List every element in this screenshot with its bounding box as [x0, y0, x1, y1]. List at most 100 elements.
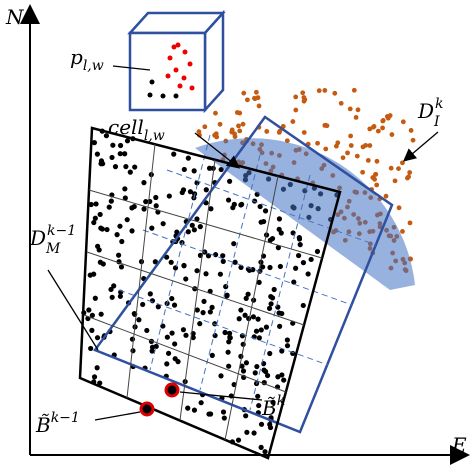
- dot: [172, 265, 179, 271]
- dot: [279, 372, 285, 378]
- dot: [197, 224, 203, 230]
- dot: [258, 444, 264, 450]
- dot: [209, 304, 215, 310]
- dot: [108, 198, 114, 204]
- dot: [348, 143, 354, 148]
- dot: [385, 115, 391, 121]
- dot: [238, 307, 244, 313]
- dot: [279, 348, 285, 354]
- dot: [149, 225, 155, 231]
- dot: [213, 252, 219, 258]
- dot: [389, 132, 395, 137]
- dot: [112, 164, 119, 170]
- dot: [338, 100, 344, 106]
- dot: [89, 327, 95, 333]
- dot: [160, 221, 166, 227]
- dot: [122, 186, 128, 192]
- dot: [200, 310, 206, 316]
- pose-previous: [139, 401, 155, 417]
- dot: [367, 143, 373, 148]
- scan-region: [195, 138, 415, 290]
- dot: [284, 337, 290, 343]
- dot: [183, 276, 189, 282]
- dot: [262, 449, 268, 455]
- dot: [149, 348, 155, 354]
- black-grid: [83, 143, 323, 441]
- dot: [165, 73, 171, 79]
- dot: [217, 121, 223, 127]
- dot: [173, 93, 179, 99]
- dot: [222, 329, 228, 336]
- dot: [225, 197, 232, 203]
- dot: [256, 335, 262, 341]
- dot: [131, 311, 137, 317]
- dot: [277, 128, 283, 134]
- dot: [407, 220, 413, 226]
- dot: [160, 323, 166, 329]
- dot: [308, 256, 314, 263]
- dot: [253, 328, 260, 334]
- dot: [97, 211, 103, 218]
- dot: [396, 205, 402, 211]
- dot: [218, 166, 224, 173]
- dot: [267, 237, 273, 243]
- dot: [270, 399, 276, 405]
- dot: [240, 121, 246, 127]
- dot: [191, 407, 198, 413]
- dot: [197, 321, 203, 327]
- dot: [149, 79, 155, 85]
- dot: [250, 314, 257, 320]
- y-axis-label: N: [5, 5, 25, 29]
- dot: [106, 204, 112, 210]
- dot: [206, 411, 212, 417]
- dot: [275, 245, 281, 251]
- dot: [324, 123, 330, 129]
- dot: [373, 171, 379, 177]
- dot: [169, 295, 175, 302]
- dot: [165, 350, 172, 356]
- dot: [117, 293, 123, 299]
- dot: [164, 361, 170, 367]
- dot: [185, 155, 191, 161]
- dot: [261, 367, 267, 373]
- map-region-label: Dk−1 M: [29, 223, 76, 257]
- dot: [254, 363, 260, 370]
- dot: [268, 301, 274, 307]
- dot: [380, 118, 386, 124]
- dot: [111, 283, 117, 289]
- dot: [172, 356, 178, 362]
- dot: [210, 165, 216, 171]
- dot: [301, 130, 307, 135]
- dot: [347, 106, 353, 112]
- dot: [203, 187, 209, 193]
- dot: [190, 334, 196, 341]
- dot: [147, 92, 153, 98]
- dot: [114, 232, 120, 238]
- dot: [141, 206, 147, 212]
- dot: [95, 243, 101, 249]
- dot: [332, 90, 338, 96]
- dot: [263, 324, 270, 330]
- scan-region-label: Dk I: [417, 96, 444, 130]
- dot: [244, 97, 250, 103]
- cube-dots: [147, 42, 195, 99]
- dot: [117, 142, 124, 149]
- dot: [408, 128, 414, 133]
- dot: [253, 89, 259, 95]
- dot: [367, 126, 373, 132]
- dot: [108, 286, 114, 293]
- dot: [203, 271, 209, 277]
- dot: [227, 178, 233, 184]
- dot: [198, 400, 204, 406]
- dot: [237, 128, 243, 134]
- dot: [117, 223, 123, 229]
- dot: [123, 163, 129, 170]
- dot: [226, 330, 233, 336]
- dot: [277, 323, 283, 329]
- dot: [172, 341, 178, 347]
- dot: [353, 114, 359, 120]
- dot: [140, 301, 146, 308]
- dot: [262, 208, 269, 214]
- dot: [290, 119, 296, 124]
